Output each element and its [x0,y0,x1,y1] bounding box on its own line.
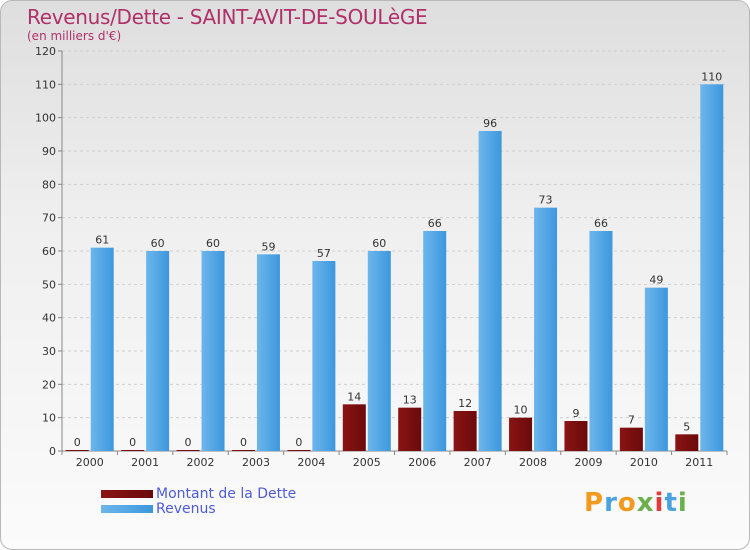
logo-letter: x [636,488,655,518]
bar-revenue [589,231,613,451]
data-label-debt: 0 [185,436,192,449]
logo-letter: P [584,488,605,518]
bar-debt [509,417,533,451]
data-label-revenue: 61 [95,234,109,247]
x-tick-label: 2007 [464,456,492,469]
bar-revenue [256,254,280,451]
x-tick-label: 2008 [519,456,547,469]
data-label-revenue: 66 [428,217,442,230]
data-label-revenue: 60 [206,237,220,250]
logo-letter: o [617,488,637,518]
x-tick-label: 2001 [131,456,159,469]
bar-revenue [700,84,724,451]
y-tick-label: 10 [42,412,56,425]
logo-letter: t [664,488,678,518]
x-tick-label: 2011 [685,456,713,469]
y-tick-label: 50 [42,278,56,291]
bar-debt [176,450,200,451]
bar-revenue [146,251,170,451]
data-label-revenue: 66 [594,217,608,230]
x-tick-label: 2002 [187,456,215,469]
data-label-debt: 13 [403,394,417,407]
data-label-debt: 12 [458,397,472,410]
y-tick-label: 30 [42,345,56,358]
bar-revenue [478,131,502,451]
x-tick-label: 2010 [630,456,658,469]
logo-letter: i [654,488,665,518]
data-label-debt: 7 [628,414,635,427]
data-label-revenue: 60 [372,237,386,250]
y-tick-label: 60 [42,245,56,258]
bar-revenue [312,261,336,451]
legend-swatch-debt [101,490,153,498]
y-tick-label: 20 [42,378,56,391]
data-label-debt: 5 [683,420,690,433]
y-tick-label: 80 [42,178,56,191]
data-label-revenue: 60 [151,237,165,250]
bar-debt [564,421,588,451]
data-label-revenue: 96 [483,117,497,130]
proxiti-logo: Proxiti [584,488,688,518]
bar-revenue [201,251,225,451]
data-label-debt: 9 [572,407,579,420]
bar-debt [398,407,422,451]
y-tick-label: 120 [35,45,56,58]
logo-letter: r [604,488,618,518]
x-tick-label: 2005 [353,456,381,469]
y-tick-label: 0 [49,445,56,458]
x-tick-label: 2004 [297,456,325,469]
data-label-debt: 0 [129,436,136,449]
x-tick-label: 2006 [408,456,436,469]
y-tick-label: 100 [35,112,56,125]
bar-debt [231,450,255,451]
bar-revenue [644,287,668,451]
x-tick-label: 2009 [574,456,602,469]
y-tick-label: 40 [42,312,56,325]
x-tick-label: 2000 [76,456,104,469]
legend-label-revenue: Revenus [156,501,216,517]
bar-debt [675,434,699,451]
data-label-revenue: 59 [261,240,275,253]
bar-revenue [90,247,114,451]
data-label-debt: 10 [514,404,528,417]
bar-revenue [534,207,558,451]
data-label-revenue: 49 [649,274,663,287]
chart-title: Revenus/Dette - SAINT-AVIT-DE-SOULèGE [27,5,428,29]
data-label-debt: 0 [295,436,302,449]
bar-debt [453,411,477,451]
y-tick-label: 70 [42,212,56,225]
data-label-debt: 14 [347,390,361,403]
bar-debt [121,450,145,451]
bar-revenue [367,251,391,451]
y-tick-label: 90 [42,145,56,158]
chart-subtitle: (en milliers d'€) [27,29,122,43]
bar-revenue [423,231,447,451]
bar-debt [619,427,643,451]
logo-letter: i [677,488,688,518]
bar-debt [287,450,311,451]
legend-swatch-revenue [101,505,153,513]
data-label-debt: 0 [240,436,247,449]
x-tick-label: 2003 [242,456,270,469]
data-label-debt: 0 [74,436,81,449]
bar-debt [342,404,366,451]
data-label-revenue: 110 [701,70,722,83]
data-label-revenue: 57 [317,247,331,260]
data-label-revenue: 73 [539,194,553,207]
bar-debt [65,450,89,451]
y-tick-label: 110 [35,78,56,91]
legend-label-debt: Montant de la Dette [156,486,297,502]
